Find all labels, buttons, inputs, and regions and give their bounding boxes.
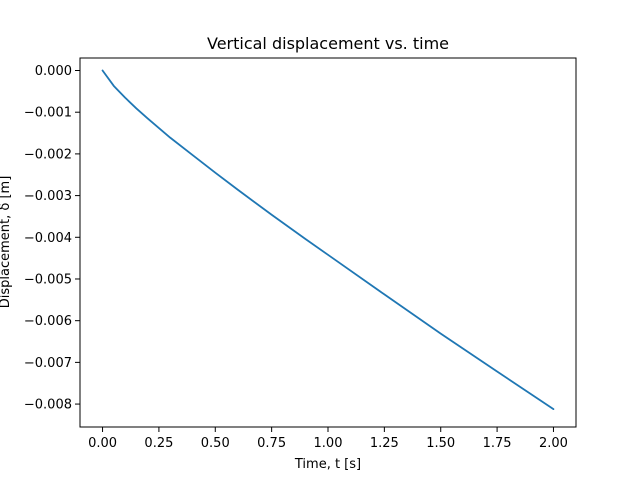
- x-tick-label: 1.25: [370, 436, 399, 451]
- x-tick-label: 1.75: [483, 436, 512, 451]
- y-tick-label: −0.002: [24, 147, 72, 162]
- x-tick-label: 1.00: [314, 436, 343, 451]
- axes-frame: [79, 57, 577, 428]
- series-line-0: [101, 69, 555, 410]
- x-tick-label: 0.25: [144, 436, 173, 451]
- y-tick-label: −0.007: [24, 356, 72, 371]
- x-tick-label: 0.75: [257, 436, 286, 451]
- y-tick-label: 0.000: [35, 64, 72, 79]
- y-tick-label: −0.004: [24, 231, 72, 246]
- y-tick-label: −0.008: [24, 398, 72, 413]
- x-axis-label: Time, t [s]: [294, 457, 361, 472]
- x-tick-label: 0.50: [201, 436, 230, 451]
- x-tick-label: 1.50: [426, 436, 455, 451]
- chart-title: Vertical displacement vs. time: [207, 34, 449, 53]
- y-axis-label: Displacement, δ [m]: [0, 176, 13, 309]
- y-tick-label: −0.001: [24, 106, 72, 121]
- y-axis: 0.000 −0.001 −0.002 −0.003 −0.004 −0.005 −0.00…: [24, 64, 80, 413]
- x-axis: 0.00 0.25 0.50 0.75 1.00 1.25 1.50 1.75 2.00: [88, 427, 568, 451]
- plot-area: [101, 69, 555, 410]
- y-tick-label: −0.003: [24, 189, 72, 204]
- x-tick-label: 2.00: [539, 436, 568, 451]
- y-tick-label: −0.006: [24, 314, 72, 329]
- y-tick-label: −0.005: [24, 272, 72, 287]
- x-tick-label: 0.00: [88, 436, 117, 451]
